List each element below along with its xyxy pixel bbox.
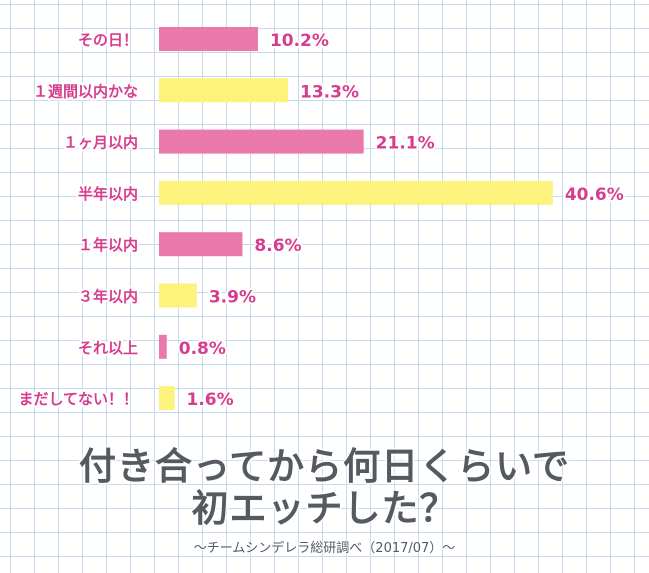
bar bbox=[159, 232, 243, 257]
bar bbox=[159, 78, 289, 103]
category-label: １年以内 bbox=[78, 236, 138, 254]
data-label: 8.6% bbox=[254, 236, 301, 256]
bar bbox=[159, 334, 167, 359]
category-label: １ヶ月以内 bbox=[63, 134, 138, 152]
category-label: その日！ bbox=[78, 31, 138, 49]
category-label: それ以上 bbox=[78, 339, 138, 357]
data-label: 40.6% bbox=[565, 185, 624, 205]
data-label: 1.6% bbox=[187, 390, 234, 410]
data-label: 21.1% bbox=[376, 134, 435, 154]
category-label: まだしてない！！ bbox=[18, 390, 138, 408]
bar bbox=[159, 129, 364, 154]
bar bbox=[159, 180, 553, 205]
bar bbox=[159, 386, 175, 411]
bar bbox=[159, 283, 197, 308]
chart-title: 付き合ってから何日くらいで 初エッチした？ bbox=[0, 446, 649, 530]
category-label: ３年以内 bbox=[78, 288, 138, 306]
category-label: 半年以内 bbox=[78, 185, 138, 203]
chart-source-note: 〜チームシンデレラ総研調べ（2017/07）〜 bbox=[193, 541, 456, 556]
category-label: １週間以内かな bbox=[33, 82, 138, 100]
chart-title-line-2: 初エッチした？ bbox=[191, 487, 458, 530]
data-label: 10.2% bbox=[270, 31, 329, 51]
data-label: 3.9% bbox=[209, 288, 256, 308]
data-label: 0.8% bbox=[179, 339, 226, 359]
chart-title-line-1: 付き合ってから何日くらいで bbox=[78, 445, 571, 488]
data-label: 13.3% bbox=[300, 82, 359, 102]
bar bbox=[159, 27, 258, 51]
